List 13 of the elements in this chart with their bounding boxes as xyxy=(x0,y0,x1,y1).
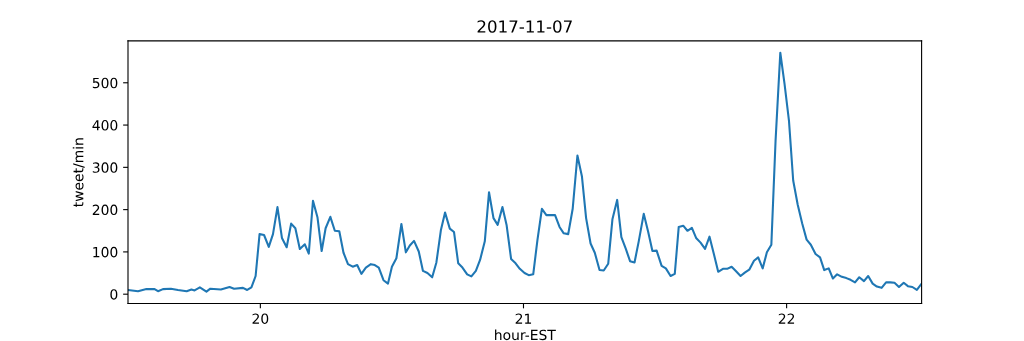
y-axis-title: tweet/min xyxy=(72,138,85,207)
x-tick-label: 20 xyxy=(252,313,269,324)
y-tick-label: 200 xyxy=(92,204,118,216)
x-tick-label: 21 xyxy=(515,313,532,324)
x-axis-title: hour-EST xyxy=(495,329,556,341)
y-tick-label: 0 xyxy=(110,289,118,300)
y-tick-label: 500 xyxy=(92,77,118,89)
y-tick-label: 100 xyxy=(93,246,118,258)
y-tick-label: 300 xyxy=(92,162,118,173)
x-tick-label: 22 xyxy=(778,313,795,324)
chart-title: 2017-11-07 xyxy=(477,20,572,33)
y-tick-label: 400 xyxy=(92,120,118,131)
line-series xyxy=(128,51,922,293)
